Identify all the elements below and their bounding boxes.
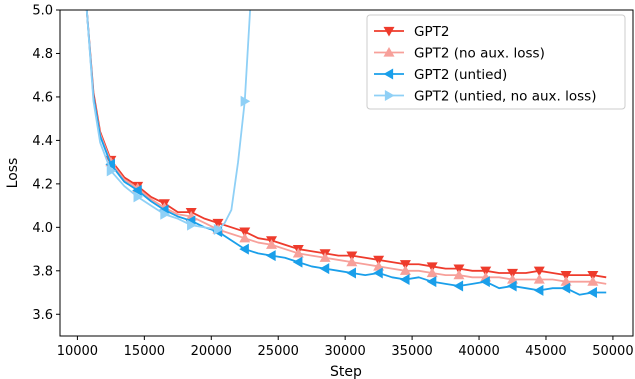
series-marker <box>426 262 438 272</box>
series-marker <box>426 267 438 278</box>
y-tick-label: 3.6 <box>32 308 53 323</box>
x-axis-label: Step <box>330 364 362 379</box>
y-tick-label: 4.2 <box>32 177 53 192</box>
series-marker <box>384 90 395 101</box>
series-marker <box>480 266 492 277</box>
series-line <box>85 10 607 285</box>
legend-label: GPT2 (no aux. loss) <box>414 46 545 62</box>
x-tick-label: 20000 <box>191 344 232 359</box>
series-marker <box>453 280 464 292</box>
series-marker <box>160 208 170 220</box>
series-marker <box>213 224 224 236</box>
series-marker <box>132 184 142 196</box>
series-3 <box>85 10 252 236</box>
series-line <box>85 10 252 231</box>
y-tick-label: 4.4 <box>32 134 53 149</box>
x-tick-label: 10000 <box>57 344 98 359</box>
series-marker <box>426 276 437 288</box>
legend-label: GPT2 <box>414 24 449 40</box>
legend: GPT2 GPT2 (no aux. loss) GPT2 (untied) GPT2… <box>366 14 626 110</box>
legend-item-0: GPT2 <box>374 24 449 40</box>
series-marker <box>346 267 356 279</box>
x-tick-label: 50000 <box>592 344 633 359</box>
series-0 <box>85 10 607 281</box>
series-marker <box>373 267 383 279</box>
series-marker <box>319 252 331 262</box>
series-marker <box>383 68 394 80</box>
legend-item-2: GPT2 (untied) <box>374 67 507 83</box>
y-tick-label: 4.8 <box>32 47 53 62</box>
series-marker <box>319 263 330 275</box>
series-marker <box>399 265 411 275</box>
series-marker <box>480 276 490 288</box>
y-tick-label: 4.6 <box>32 90 53 105</box>
ticks-layer: 10000 15000 20000 25000 30000 35000 40000 45000… <box>32 4 633 360</box>
series-marker <box>587 276 599 286</box>
series-marker <box>240 95 251 107</box>
legend-item-1: GPT2 (no aux. loss) <box>374 46 545 62</box>
x-tick-label: 45000 <box>525 344 566 359</box>
series-marker <box>560 276 572 286</box>
legend-label: GPT2 (untied, no aux. loss) <box>414 89 596 105</box>
series-marker <box>587 287 597 299</box>
series-marker <box>560 282 571 294</box>
series-marker <box>292 256 303 268</box>
series-marker <box>533 273 545 284</box>
series-marker <box>507 268 519 279</box>
series-marker <box>507 280 517 292</box>
series-marker <box>212 218 224 229</box>
series-marker <box>373 260 385 271</box>
series-marker <box>383 26 395 37</box>
series-marker <box>533 284 544 296</box>
x-tick-label: 30000 <box>324 344 365 359</box>
x-tick-label: 35000 <box>391 344 432 359</box>
y-axis-label: Loss <box>5 158 21 189</box>
plot-frame <box>59 9 634 337</box>
series-marker <box>187 219 197 231</box>
legend-label: GPT2 (untied) <box>414 67 507 83</box>
series-marker <box>239 227 251 238</box>
series-line <box>85 10 607 279</box>
series-line <box>85 10 607 296</box>
series-marker <box>133 191 144 203</box>
legend-item-3: GPT2 (untied, no aux. loss) <box>374 89 596 105</box>
x-tick-label: 40000 <box>458 344 499 359</box>
series-marker <box>239 243 249 255</box>
series-marker <box>266 239 278 249</box>
series-marker <box>587 271 599 281</box>
series-marker <box>399 273 410 285</box>
series-marker <box>292 247 304 258</box>
legend-box <box>366 14 626 110</box>
series-marker <box>105 158 115 170</box>
y-tick-label: 5.0 <box>32 4 53 19</box>
y-tick-label: 3.8 <box>32 264 53 279</box>
x-tick-label: 15000 <box>124 344 165 359</box>
series-marker <box>399 260 411 270</box>
series-marker <box>266 250 276 262</box>
x-tick-label: 25000 <box>258 344 299 359</box>
y-tick-label: 4.0 <box>32 221 53 236</box>
series-marker <box>346 256 358 267</box>
series-layer <box>85 10 607 299</box>
series-marker <box>453 264 465 275</box>
series-marker <box>533 266 545 277</box>
series-marker <box>239 232 251 243</box>
series-marker <box>373 255 385 266</box>
series-marker <box>453 269 465 280</box>
series-marker <box>507 273 519 284</box>
series-marker <box>346 251 358 262</box>
series-marker <box>383 47 395 57</box>
series-marker <box>106 165 117 177</box>
series-marker <box>560 271 572 281</box>
